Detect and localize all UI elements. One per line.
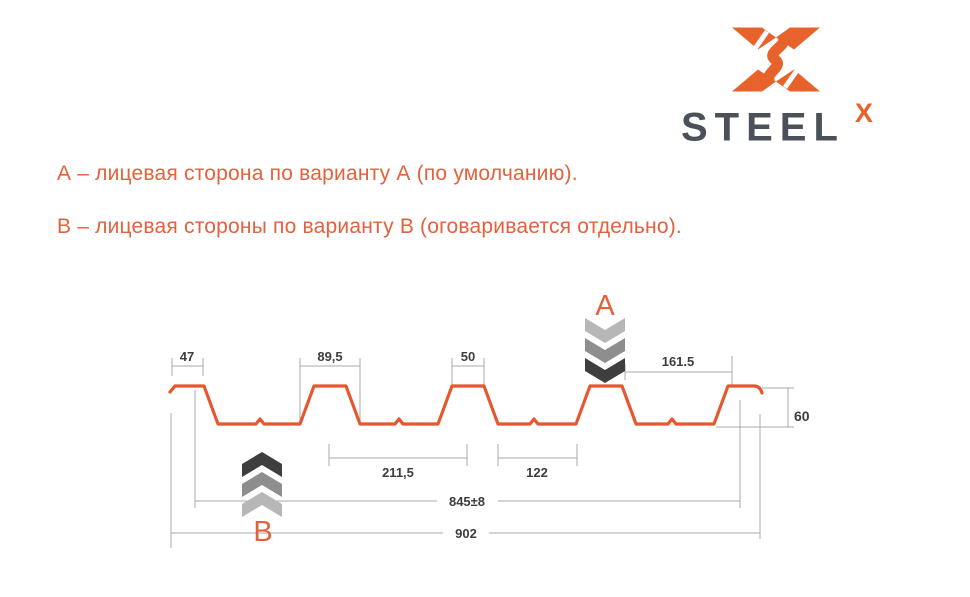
side-a-marker: A (585, 290, 625, 383)
legend-line-a: А – лицевая сторона по варианту А (по ум… (57, 162, 578, 185)
dim-flange-width: 47 (171, 349, 204, 376)
dim-label-902: 902 (455, 526, 477, 541)
sheet-profile-outline (168, 384, 764, 426)
side-b-letter: B (253, 516, 272, 548)
dim-label-122: 122 (526, 465, 548, 480)
chevron-up-icon (242, 492, 282, 517)
chevron-down-icon (585, 318, 625, 343)
dim-height: 60 (716, 387, 810, 428)
logo-x-icon (732, 27, 820, 92)
chevron-up-icon (242, 472, 282, 497)
dim-overall-width: 902 (170, 413, 761, 548)
dim-label-211-5: 211,5 (382, 465, 414, 480)
dim-label-60: 60 (794, 408, 810, 424)
dim-valley-width: 122 (497, 444, 578, 480)
dim-rib-top: 50 (451, 349, 485, 385)
legend-line-b: В – лицевая стороны по варианту В (огова… (57, 215, 682, 238)
logo-wordmark: STEEL X (681, 98, 873, 150)
chevron-down-icon (585, 338, 625, 363)
chevron-down-icon (585, 358, 625, 383)
logo-brand-text: STEEL (681, 105, 845, 150)
dim-label-47: 47 (180, 349, 194, 364)
dim-label-845: 845±8 (449, 494, 485, 509)
logo-x-gap-bottom (782, 66, 802, 89)
dim-rib-pitch: 211,5 (328, 444, 468, 480)
dim-label-50: 50 (461, 349, 475, 364)
side-a-letter: A (595, 290, 615, 322)
logo-x-center-band (763, 31, 790, 88)
dim-label-89-5: 89,5 (317, 349, 342, 364)
dim-working-width: 845±8 (194, 390, 741, 509)
logo-x-gap-top (750, 30, 770, 53)
logo-sup-x: X (854, 98, 873, 128)
dim-rib-base: 89,5 (299, 349, 361, 422)
side-b-marker: B (242, 452, 282, 548)
dim-label-161-5: 161.5 (662, 354, 695, 369)
dim-edge-spacing: 161.5 (624, 354, 733, 387)
chevron-up-icon (242, 452, 282, 477)
